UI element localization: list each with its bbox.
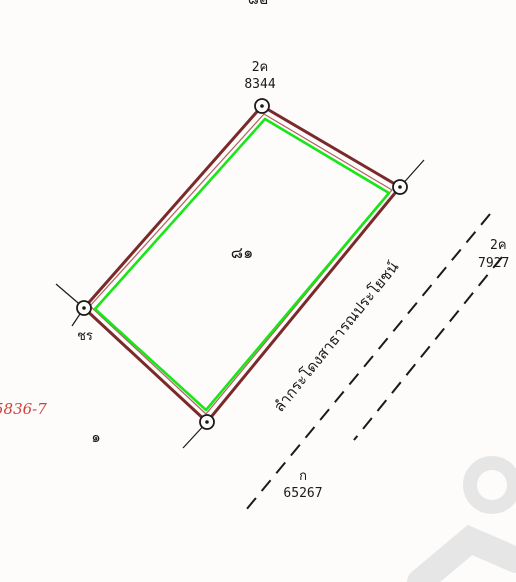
boundary-marker-left <box>76 300 92 316</box>
red-note: 5836-7 <box>0 400 47 418</box>
boundary-marker-top <box>254 98 270 114</box>
marker-bottom-code: ก <box>299 469 307 484</box>
marker-right-code: 2ค <box>490 238 507 253</box>
marker-top-code: 2ค <box>252 60 269 75</box>
marker-top-number: 8344 <box>244 77 275 92</box>
boundary-marker-right <box>392 179 408 195</box>
watermark <box>407 456 516 582</box>
corner-label-left: ชร <box>77 329 93 344</box>
boundary-marker-bottom <box>199 414 215 430</box>
waterway-dashed-lines <box>245 213 503 511</box>
neighbor-parcel-number: ๑ <box>91 428 101 446</box>
waterway-label: ลำกระโดงสาธารณประโยชน์ <box>270 258 402 416</box>
parcel-highlight <box>93 117 391 412</box>
parcel-number: ๘๑ <box>231 243 254 262</box>
marker-right-number: 7927 <box>478 256 509 271</box>
parcel-boundary <box>82 104 402 424</box>
marker-bottom-number: 65267 <box>283 486 322 501</box>
top-partial-label: ๘๒ <box>248 0 268 8</box>
